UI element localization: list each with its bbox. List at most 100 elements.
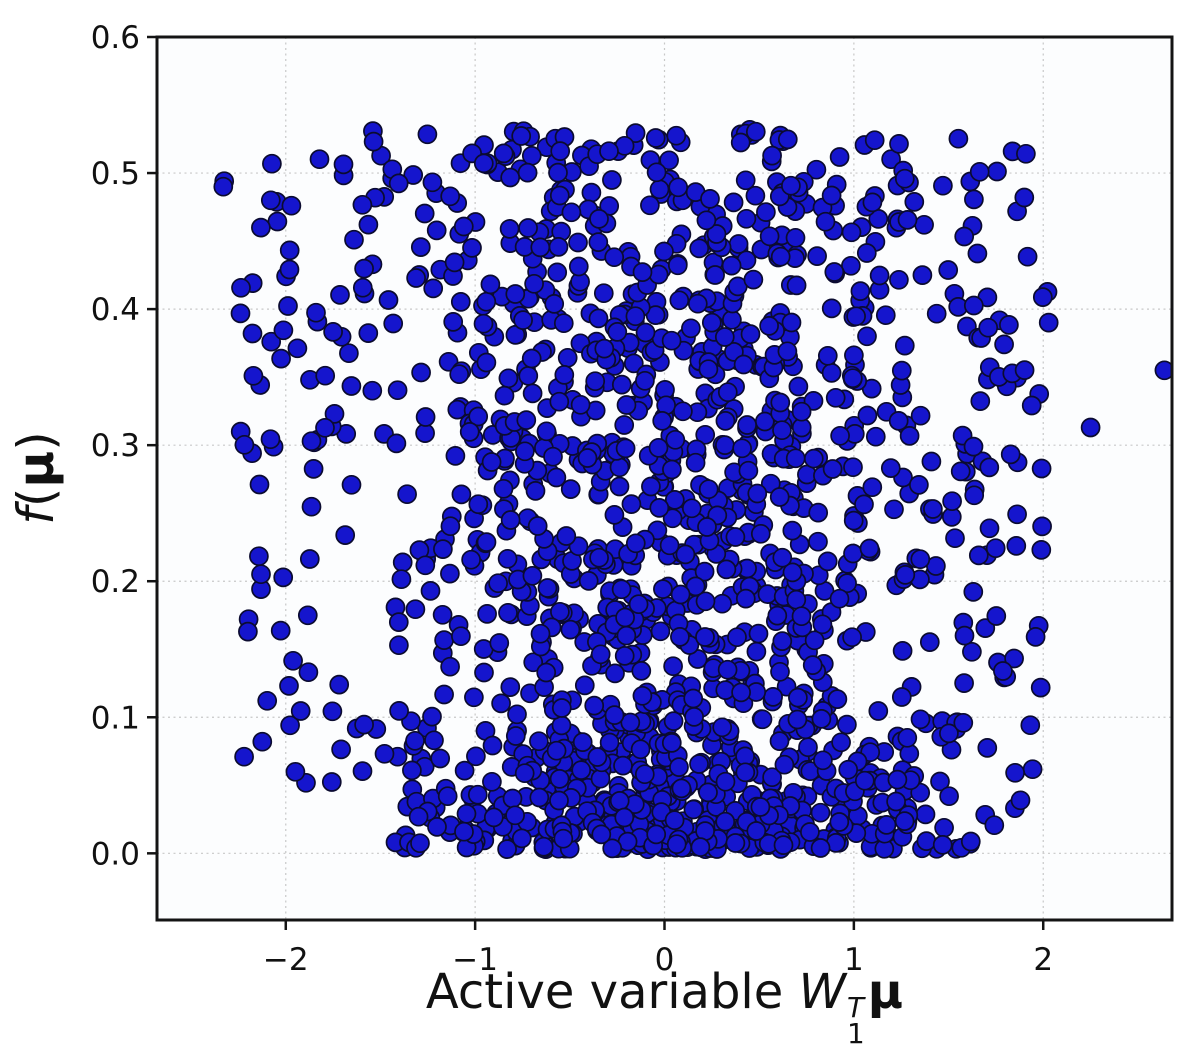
- y-tick-label: 0.5: [91, 156, 140, 192]
- scatter-point: [979, 457, 1000, 478]
- ylabel-mu: μ: [7, 450, 65, 488]
- tick-marks: [147, 35, 1045, 930]
- scatter-point: [891, 360, 912, 381]
- scatter-point: [549, 790, 569, 811]
- scatter-point: [536, 421, 557, 442]
- scatter-point: [748, 623, 769, 644]
- scatter-point: [661, 330, 682, 351]
- scatter-point: [1000, 444, 1021, 465]
- scatter-point: [491, 693, 511, 714]
- scatter-point: [782, 520, 803, 541]
- scatter-point: [522, 383, 543, 404]
- scatter-point: [454, 760, 475, 781]
- scatter-point: [938, 260, 959, 280]
- scatter-point: [842, 368, 863, 389]
- scatter-point: [912, 265, 933, 285]
- scatter-point: [910, 549, 931, 570]
- scatter-point: [451, 484, 472, 505]
- scatter-point: [449, 364, 470, 385]
- scatter-point: [661, 733, 682, 753]
- scatter-point: [392, 552, 413, 573]
- scatter-point: [588, 232, 609, 252]
- scatter-point: [605, 663, 625, 684]
- scatter-point: [280, 715, 300, 736]
- scatter-point: [527, 516, 548, 536]
- y-tick-label: 0.2: [91, 564, 140, 600]
- scatter-point: [1025, 627, 1046, 647]
- scatter-point: [842, 627, 862, 648]
- scatter-point: [663, 656, 683, 677]
- xlabel-W-symbol: W: [798, 964, 847, 1020]
- scatter-point: [716, 559, 737, 580]
- scatter-point: [315, 417, 335, 438]
- scatter-point: [437, 786, 458, 807]
- scatter-point: [450, 292, 471, 312]
- scatter-point: [740, 324, 761, 344]
- scatter-point: [649, 179, 670, 200]
- scatter-point: [899, 426, 920, 446]
- scatter-point: [568, 256, 589, 277]
- scatter-point: [1080, 417, 1101, 438]
- scatter-point: [251, 217, 271, 238]
- scatter-point: [652, 411, 673, 431]
- scatter-point: [415, 555, 436, 576]
- scatter-point: [287, 338, 308, 359]
- scatter-point: [634, 764, 655, 785]
- scatter-point: [1007, 504, 1027, 525]
- scatter-point: [752, 709, 773, 730]
- scatter-point: [750, 523, 771, 544]
- scatter-point: [497, 839, 517, 859]
- scatter-point: [213, 176, 234, 197]
- scatter-point: [549, 769, 570, 789]
- scatter-point: [1032, 287, 1053, 307]
- scatter-point: [505, 284, 526, 304]
- scatter-point: [963, 582, 984, 602]
- scatter-point: [243, 365, 264, 386]
- scatter-point: [921, 451, 942, 472]
- scatter-point: [257, 690, 278, 711]
- scatter-point: [954, 673, 974, 693]
- scatter-point: [685, 452, 706, 473]
- scatter-point: [335, 525, 356, 545]
- scatter-point: [524, 273, 544, 294]
- scatter-point: [962, 641, 982, 662]
- scatter-point: [440, 186, 461, 207]
- scatter-point: [987, 161, 1007, 182]
- scatter-point: [662, 459, 682, 480]
- scatter-point: [648, 437, 669, 458]
- scatter-point: [730, 132, 751, 153]
- scatter-point: [723, 192, 744, 213]
- scatter-point: [1006, 536, 1027, 556]
- scatter-point: [549, 185, 570, 206]
- scatter-point: [648, 264, 669, 285]
- scatter-point: [770, 392, 791, 413]
- scatter-point: [675, 544, 696, 565]
- scatter-point: [513, 310, 533, 330]
- scatter-point: [267, 211, 288, 232]
- scatter-point: [544, 294, 565, 314]
- scatter-point: [727, 627, 747, 648]
- scatter-point: [665, 429, 686, 450]
- scatter-point: [358, 214, 379, 235]
- scatter-point: [770, 661, 790, 682]
- scatter-point: [993, 661, 1013, 681]
- scatter-point: [581, 182, 602, 203]
- scatter-point: [1022, 759, 1043, 780]
- scatter-point: [977, 738, 998, 758]
- scatter-point: [456, 803, 477, 824]
- scatter-point: [773, 835, 794, 855]
- scatter-point: [482, 735, 503, 756]
- scatter-point: [590, 768, 611, 789]
- scatter-point: [889, 269, 909, 290]
- scatter-point: [489, 633, 510, 653]
- scatter-point: [843, 510, 864, 531]
- scatter-point: [641, 476, 661, 497]
- scatter-point: [550, 141, 571, 161]
- scatter-point: [406, 268, 426, 288]
- scatter-point: [670, 584, 691, 605]
- scatter-point: [715, 771, 736, 792]
- scatter-point: [786, 275, 807, 296]
- scatter-point: [897, 727, 918, 748]
- scatter-point: [1014, 360, 1035, 380]
